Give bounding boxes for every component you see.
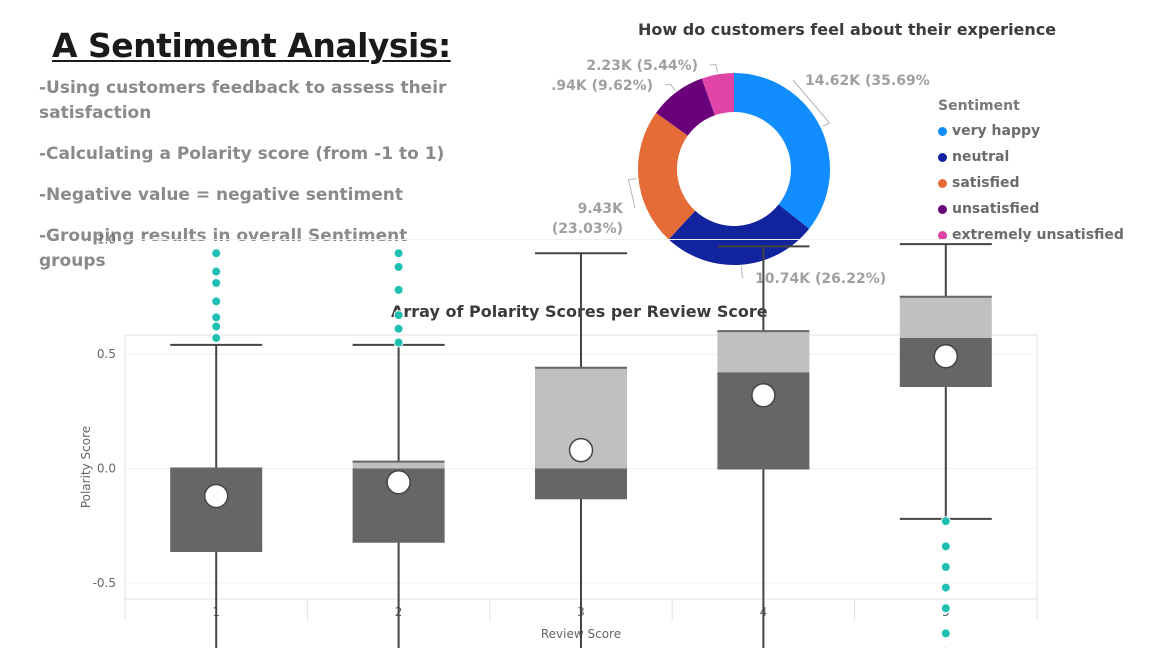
- legend-dot-icon: [938, 152, 947, 162]
- outlier-point[interactable]: [940, 561, 951, 572]
- legend-item[interactable]: extremely unsatisfied: [938, 222, 1124, 248]
- legend-label: neutral: [952, 149, 1010, 165]
- bullet-item: -Using customers feedback to assess thei…: [39, 78, 447, 123]
- outlier-point[interactable]: [211, 321, 222, 332]
- outlier-point[interactable]: [940, 541, 951, 552]
- x-tick-label: 1: [212, 605, 220, 619]
- box-lower-quartile: [352, 468, 445, 542]
- outlier-point[interactable]: [211, 332, 222, 343]
- plot-area: [124, 334, 1038, 600]
- leader-line: [792, 79, 831, 127]
- legend-label: extremely unsatisfied: [952, 227, 1124, 243]
- bullet-item: -Calculating a Polarity score (from -1 t…: [39, 144, 445, 164]
- legend-dot-icon: [938, 178, 947, 188]
- mean-marker[interactable]: [751, 382, 776, 408]
- bullet-item: -Negative value = negative sentiment: [39, 185, 403, 205]
- box-upper-quartile: [352, 461, 445, 469]
- legend-dot-icon: [938, 204, 947, 214]
- box-lower-quartile: [717, 372, 810, 469]
- donut-chart[interactable]: 14.62K (35.69%) 10.74K (26.22%) 9.43K (23.0…: [550, 50, 930, 290]
- donut-data-label: 9.43K: [578, 201, 625, 217]
- bullet-list: -Using customers feedback to assess thei…: [39, 76, 459, 290]
- leader-line: [627, 178, 637, 209]
- box-lower-quartile: [899, 337, 992, 387]
- y-tick-label: 0.5: [97, 347, 116, 361]
- donut-legend: Sentiment very happy neutral satisfied unsa…: [938, 98, 1124, 248]
- box-upper-quartile: [717, 331, 810, 373]
- legend-label: very happy: [952, 123, 1041, 139]
- legend-dot-icon: [938, 126, 947, 136]
- legend-title: Sentiment: [938, 98, 1020, 114]
- mean-marker[interactable]: [568, 437, 594, 463]
- leader-line: [740, 266, 744, 279]
- outlier-point[interactable]: [211, 296, 222, 307]
- outlier-point[interactable]: [940, 628, 951, 639]
- donut-data-label: 3.94K (9.62%): [550, 78, 653, 94]
- outlier-point[interactable]: [211, 312, 222, 323]
- legend-label: satisfied: [952, 175, 1020, 191]
- box-chart-title: Array of Polarity Scores per Review Scor…: [391, 302, 768, 321]
- leader-line: [709, 64, 718, 73]
- donut-data-label: (23.03%): [552, 221, 623, 237]
- legend-item[interactable]: satisfied: [938, 170, 1124, 196]
- box-upper-quartile: [899, 296, 992, 338]
- x-tick-label: 2: [395, 605, 403, 619]
- legend-label: unsatisfied: [952, 201, 1040, 217]
- x-axis-title: Review Score: [541, 627, 621, 641]
- donut-data-label: 10.74K (26.22%): [755, 271, 886, 287]
- page-title: A Sentiment Analysis:: [52, 26, 451, 65]
- box-review-5[interactable]: [899, 243, 992, 648]
- box-upper-quartile: [535, 367, 627, 469]
- legend-item[interactable]: neutral: [938, 144, 1124, 170]
- donut-slice-neutral[interactable]: [668, 204, 810, 265]
- donut-slice-extremely-unsatisfied[interactable]: [701, 73, 734, 116]
- y-tick-label: 0.0: [97, 462, 116, 476]
- outlier-point[interactable]: [393, 323, 404, 334]
- outlier-point[interactable]: [940, 603, 951, 614]
- mean-marker[interactable]: [933, 344, 959, 369]
- leader-line: [664, 83, 676, 91]
- y-axis-title: Polarity Score: [79, 426, 93, 508]
- donut-slice-very-happy[interactable]: [734, 73, 830, 229]
- y-tick-label: -0.5: [93, 576, 116, 590]
- legend-item[interactable]: unsatisfied: [938, 196, 1124, 222]
- x-tick-label: 4: [760, 605, 768, 619]
- donut-slice-unsatisfied[interactable]: [656, 78, 715, 136]
- x-tick-label: 3: [577, 605, 585, 619]
- donut-slice-satisfied[interactable]: [638, 112, 696, 240]
- donut-data-label: 14.62K (35.69%): [805, 73, 930, 89]
- box-review-1[interactable]: [170, 248, 263, 648]
- x-tick-label: 5: [942, 605, 950, 619]
- box-lower-quartile: [535, 468, 627, 499]
- outlier-point[interactable]: [940, 516, 951, 527]
- mean-marker[interactable]: [386, 469, 411, 495]
- donut-chart-title: How do customers feel about their experi…: [638, 20, 1057, 39]
- donut-data-label: 2.23K (5.44%): [586, 58, 698, 74]
- legend-dot-icon: [938, 230, 947, 240]
- bullet-item: -Grouping results in overall Sentiment g…: [39, 226, 408, 271]
- mean-marker[interactable]: [203, 483, 229, 509]
- outlier-point[interactable]: [940, 582, 951, 593]
- outlier-point[interactable]: [393, 337, 404, 348]
- box-lower-quartile: [170, 468, 263, 551]
- legend-item[interactable]: very happy: [938, 118, 1124, 144]
